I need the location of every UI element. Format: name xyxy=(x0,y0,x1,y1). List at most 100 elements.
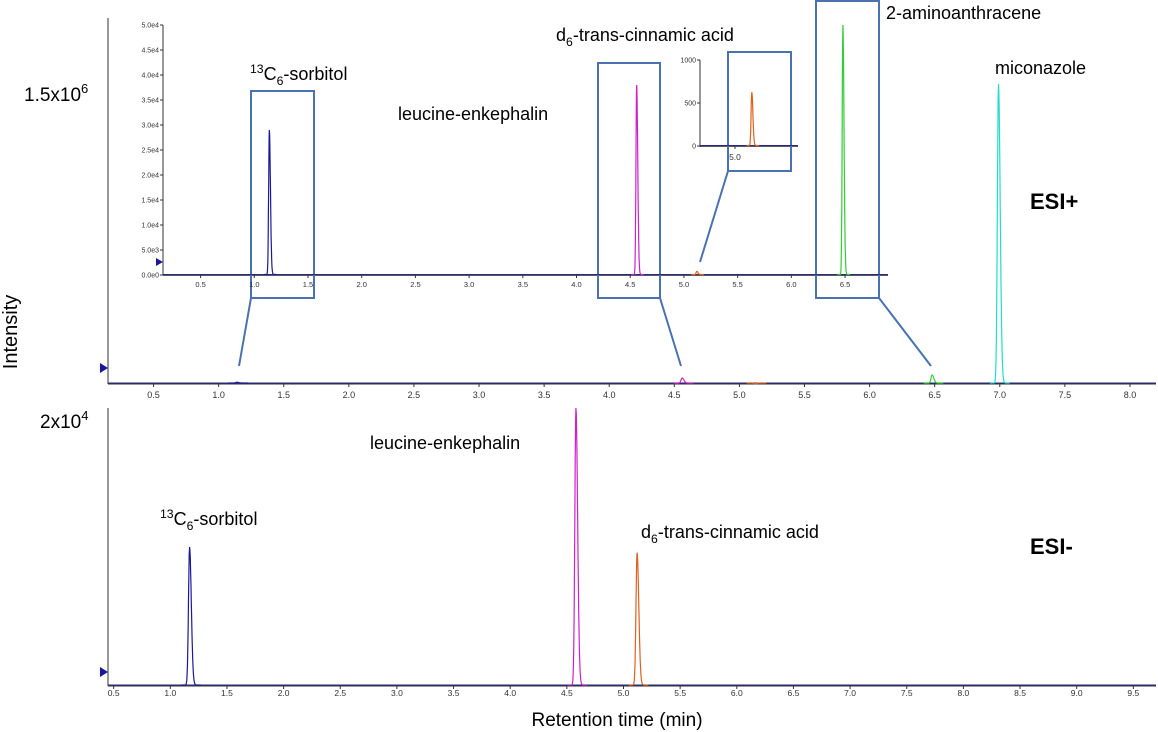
esi-pos-label-enkephalin: leucine-enkephalin xyxy=(398,104,548,124)
esi-neg-x-tick-label: 1.0 xyxy=(164,688,176,698)
esi-neg-x-tick-label: 3.0 xyxy=(391,688,403,698)
esi-pos-inset-zoom-peak-cinnamic xyxy=(746,92,759,147)
esi-pos-inset-y-tick-label: 2.5e4 xyxy=(141,148,159,155)
esi-pos-inset-y-tick-label: 3.0e4 xyxy=(141,123,159,130)
esi-neg-x-tick-label: 6.0 xyxy=(731,688,743,698)
esi-pos-peak-aminoanthracene xyxy=(923,374,944,384)
esi-pos-x-tick-label: 7.5 xyxy=(1059,390,1072,400)
esi-neg-x-tick-label: 4.5 xyxy=(561,688,573,698)
esi-pos-x-tick-label: 1.5 xyxy=(277,390,290,400)
connector-sorbitol xyxy=(238,297,252,367)
esi-neg-x-tick-label: 2.5 xyxy=(334,688,346,698)
esi-neg-x-tick-label: 0.5 xyxy=(108,688,120,698)
connector-cinnamic xyxy=(699,170,729,263)
esi-pos-inset-peak-sorbitol xyxy=(263,129,277,276)
esi-pos-scale-label: 1.5x106 xyxy=(24,81,88,106)
esi-pos-inset-x-tick-label: 3.5 xyxy=(518,280,528,289)
esi-pos-inset-zoom-y-tick-label: 0 xyxy=(692,144,696,151)
esi-pos-x-tick-label: 6.0 xyxy=(863,390,876,400)
esi-pos-inset-x-tick-label: 5.5 xyxy=(732,280,742,289)
esi-pos-inset-x-tick-label: 2.0 xyxy=(356,280,366,289)
esi-pos-label-cinnamic: d6-trans-cinnamic acid xyxy=(556,25,734,49)
esi-neg-x-tick-label: 5.0 xyxy=(618,688,630,698)
esi-pos-inset-zoom-x-tick-label: 5.0 xyxy=(729,152,741,162)
esi-pos-inset-y-tick-label: 1.5e4 xyxy=(141,198,159,205)
esi-pos-x-tick-label: 3.5 xyxy=(538,390,551,400)
esi-pos-inset-y-tick-label: 4.0e4 xyxy=(141,73,159,80)
esi-neg-peak-cinnamic xyxy=(628,552,649,686)
esi-pos-x-tick-label: 1.0 xyxy=(212,390,225,400)
esi-pos-label-aminoanthracene: 2-aminoanthracene xyxy=(886,3,1041,23)
esi-pos-inset-peak-cinnamic xyxy=(691,270,704,276)
esi-neg-x-tick-label: 7.0 xyxy=(844,688,856,698)
esi-pos-x-tick-label: 3.0 xyxy=(473,390,486,400)
esi-pos-inset-y-tick-label: 3.5e4 xyxy=(141,98,159,105)
highlight-box-sorbitol xyxy=(250,90,315,299)
esi-pos-label-miconazole: miconazole xyxy=(995,58,1086,78)
esi-pos-x-tick-label: 0.5 xyxy=(147,390,160,400)
esi-neg-x-tick-label: 7.5 xyxy=(901,688,913,698)
highlight-box-enkephalin xyxy=(597,62,661,299)
esi-neg-x-tick-label: 3.5 xyxy=(448,688,460,698)
y-axis-label: Intensity xyxy=(0,295,22,369)
esi-pos-inset-peak-enkephalin xyxy=(631,84,644,276)
esi-pos-inset-x-tick-label: 4.0 xyxy=(571,280,581,289)
esi-pos-x-tick-label: 5.0 xyxy=(733,390,746,400)
esi-pos-inset-y-tick-label: 5.0e4 xyxy=(141,23,159,30)
esi-pos-inset-zoom-y-tick-label: 500 xyxy=(684,101,696,108)
esi-pos-inset-x-tick-label: 5.0 xyxy=(679,280,689,289)
x-axis-label: Retention time (min) xyxy=(531,710,702,731)
highlight-boxes xyxy=(238,0,932,367)
esi-pos-x-tick-label: 7.0 xyxy=(994,390,1007,400)
esi-neg-x-tick-label: 1.5 xyxy=(221,688,233,698)
esi-neg-x-tick-label: 8.5 xyxy=(1014,688,1026,698)
esi-neg-x-tick-label: 8.0 xyxy=(957,688,969,698)
esi-pos-x-tick-label: 2.0 xyxy=(343,390,356,400)
esi-neg-x-tick-label: 6.5 xyxy=(788,688,800,698)
esi-pos-inset-x-tick-label: 1.5 xyxy=(303,280,313,289)
esi-pos-inset-x-tick-label: 6.0 xyxy=(786,280,796,289)
connector-enkephalin xyxy=(659,297,682,367)
esi-pos-inset-x-tick-label: 0.5 xyxy=(195,280,205,289)
esi-neg-label-cinnamic: d6-trans-cinnamic acid xyxy=(641,522,819,546)
esi-neg-x-tick-label: 2.0 xyxy=(278,688,290,698)
highlight-box-cinnamic xyxy=(727,51,792,172)
esi-pos-inset-y-tick-label: 0.0e0 xyxy=(141,273,159,280)
esi-pos-peak-sorbitol xyxy=(228,381,249,384)
esi-neg-x-tick-label: 9.5 xyxy=(1127,688,1139,698)
esi-pos-peak-enkephalin xyxy=(673,377,694,384)
esi-neg-peak-sorbitol xyxy=(181,546,201,686)
esi-pos-inset-peak-aminoanthracene xyxy=(837,24,851,276)
esi-pos-x-tick-label: 6.5 xyxy=(928,390,941,400)
esi-pos-peak-miconazole xyxy=(990,83,1010,384)
highlight-box-aminoanthracene xyxy=(815,0,880,299)
esi-pos-inset-zoom-y-tick-label: 1000 xyxy=(680,58,696,65)
esi-pos-axes xyxy=(100,18,1156,385)
esi-pos-inset-x-tick-label: 3.0 xyxy=(464,280,474,289)
esi-pos-inset-y-tick-label: 1.0e4 xyxy=(141,223,159,230)
esi-neg-x-tick-label: 9.0 xyxy=(1071,688,1083,698)
esi-pos-x-tick-label: 2.5 xyxy=(408,390,421,400)
esi-neg-x-tick-label: 4.0 xyxy=(504,688,516,698)
esi-neg-peak-enkephalin xyxy=(567,407,588,686)
esi-pos-inset-x-tick-label: 4.5 xyxy=(625,280,635,289)
esi-pos-peak-cinnamic xyxy=(746,382,767,385)
esi-pos-x-tick-label: 4.5 xyxy=(668,390,681,400)
esi-neg-scale-label: 2x104 xyxy=(40,408,88,433)
esi-pos-inset-y-tick-label: 5.0e3 xyxy=(141,248,159,255)
esi-neg-axes xyxy=(100,408,1156,687)
esi-pos-inset-y-tick-label: 2.0e4 xyxy=(141,173,159,180)
esi-pos-x-tick-label: 8.0 xyxy=(1124,390,1137,400)
esi-pos-label-sorbitol: 13C6-sorbitol xyxy=(250,62,347,88)
esi-pos-inset-x-tick-label: 1.0 xyxy=(249,280,259,289)
chart-marks: 0.5 1.0 1.5 2.0 2.5 3.0 3.5 4.0 4.5 5.0 5.5 6.0 6.5 7… xyxy=(108,3,1156,698)
esi-neg-mode-label: ESI- xyxy=(1030,534,1073,559)
esi-pos-inset-x-tick-label: 6.5 xyxy=(840,280,850,289)
esi-neg-x-tick-label: 5.5 xyxy=(674,688,686,698)
esi-pos-inset-x-tick-label: 2.5 xyxy=(410,280,420,289)
esi-pos-x-tick-label: 5.5 xyxy=(798,390,811,400)
esi-pos-inset-y-tick-label: 4.5e4 xyxy=(141,48,159,55)
inset-axes xyxy=(156,25,888,276)
esi-neg-label-sorbitol: 13C6-sorbitol xyxy=(160,507,257,533)
